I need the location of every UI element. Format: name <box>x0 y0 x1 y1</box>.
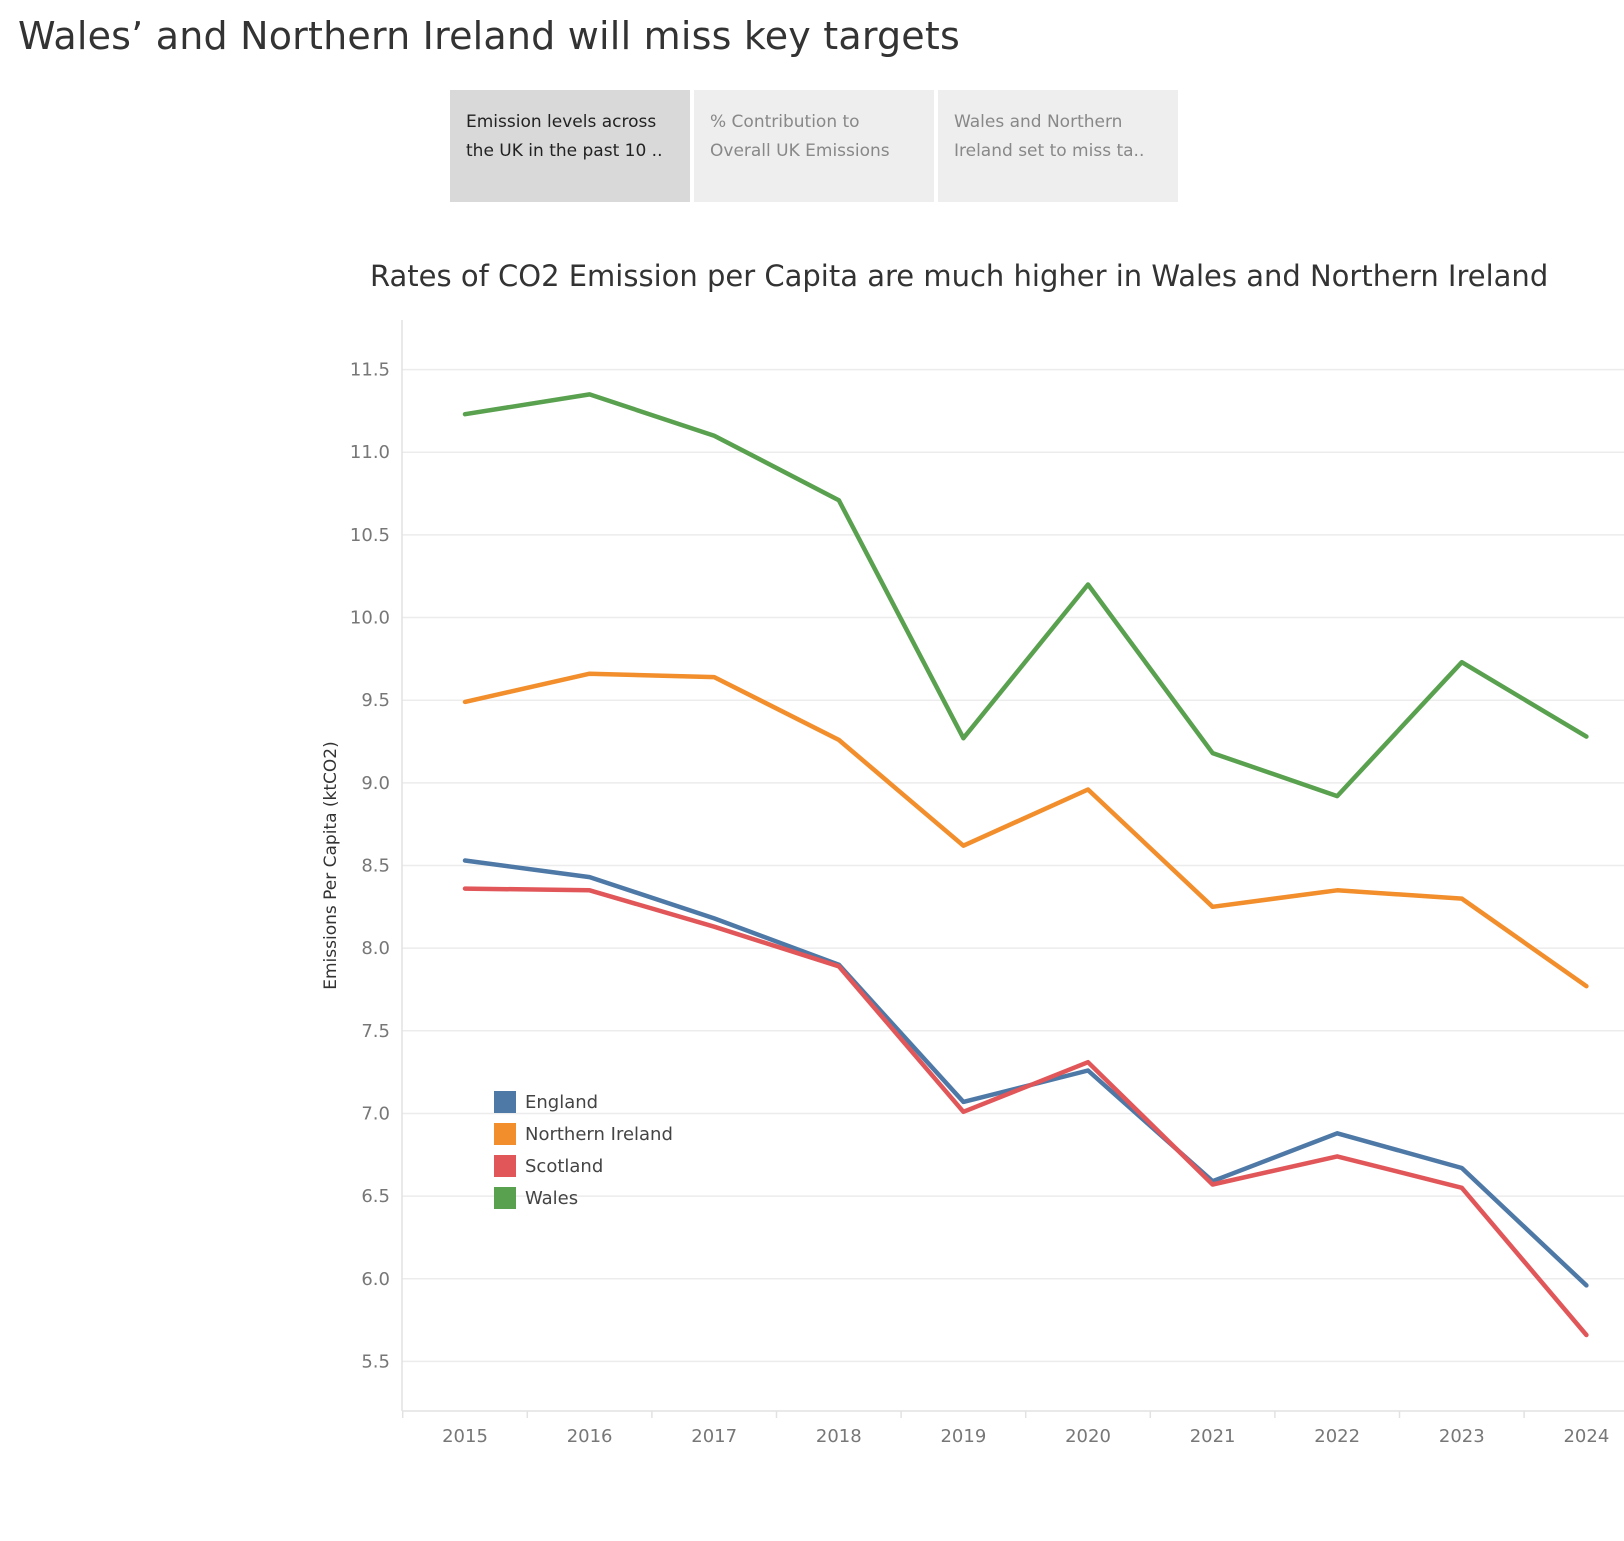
story-tab-emission-levels[interactable]: Emission levels across the UK in the pas… <box>450 90 690 202</box>
series-line-northern-ireland <box>462 671 1589 989</box>
chart-title: Rates of CO2 Emission per Capita are muc… <box>370 259 1549 293</box>
series-lines <box>462 392 1589 1338</box>
legend-swatch <box>494 1155 516 1177</box>
x-tick-label: 2018 <box>816 1426 862 1447</box>
y-tick-label: 11.5 <box>350 360 390 381</box>
tab-label-line-1: Wales and Northern <box>954 112 1123 132</box>
y-tick-label: 5.5 <box>361 1351 390 1372</box>
tab-label-line-2: Ireland set to miss ta.. <box>954 141 1145 161</box>
x-tick-label: 2015 <box>442 1426 488 1447</box>
series-line-scotland <box>462 886 1589 1338</box>
legend-label: Scotland <box>525 1155 604 1177</box>
legend-item-england[interactable]: England <box>494 1086 673 1118</box>
y-tick-label: 6.5 <box>361 1186 390 1207</box>
x-tick-label: 2024 <box>1563 1426 1609 1447</box>
y-tick-label: 10.5 <box>350 525 390 546</box>
tab-label-line-1: % Contribution to <box>710 112 860 132</box>
legend-label: Wales <box>525 1187 579 1209</box>
x-tick-label: 2017 <box>691 1426 737 1447</box>
legend-item-wales[interactable]: Wales <box>494 1182 673 1214</box>
tab-label-line-2: Overall UK Emissions <box>710 141 890 161</box>
story-tab-contribution[interactable]: % Contribution to Overall UK Emissions <box>694 90 934 202</box>
y-tick-label: 9.0 <box>361 773 390 794</box>
y-tick-label: 11.0 <box>350 442 390 463</box>
legend-item-northern-ireland[interactable]: Northern Ireland <box>494 1118 673 1150</box>
y-tick-label: 8.5 <box>361 856 390 877</box>
series-line-england <box>462 858 1589 1288</box>
x-tick-label: 2019 <box>940 1426 986 1447</box>
x-tick-label: 2021 <box>1190 1426 1236 1447</box>
legend-label: Northern Ireland <box>525 1123 673 1145</box>
legend-swatch <box>494 1187 516 1209</box>
series-line-wales <box>462 392 1589 799</box>
y-tick-label: 6.0 <box>361 1269 390 1290</box>
axes: 5.5 6.0 6.5 7.0 7.5 8.0 8.5 9.0 9.5 10.0 10.5 11.0 1… <box>350 320 1624 1447</box>
legend-item-scotland[interactable]: Scotland <box>494 1150 673 1182</box>
legend: England Northern Ireland Scotland Wales <box>494 1086 673 1214</box>
story-title: Wales’ and Northern Ireland will miss ke… <box>18 14 960 58</box>
x-tick-label: 2016 <box>567 1426 613 1447</box>
x-tick-label: 2020 <box>1065 1426 1111 1447</box>
tab-label-line-2: the UK in the past 10 .. <box>466 141 663 161</box>
story-tab-miss-targets[interactable]: Wales and Northern Ireland set to miss t… <box>938 90 1178 202</box>
legend-swatch <box>494 1123 516 1145</box>
y-tick-label: 9.5 <box>361 690 390 711</box>
gridlines <box>402 368 1624 1363</box>
y-tick-label: 7.5 <box>361 1021 390 1042</box>
x-tick-label: 2023 <box>1439 1426 1485 1447</box>
y-tick-label: 7.0 <box>361 1103 390 1124</box>
story-tabs: Emission levels across the UK in the pas… <box>450 90 1178 202</box>
y-tick-label: 10.0 <box>350 608 390 629</box>
x-tick-label: 2022 <box>1314 1426 1360 1447</box>
legend-label: England <box>525 1091 599 1113</box>
tab-label-line-1: Emission levels across <box>466 112 657 132</box>
y-axis-label: Emissions Per Capita (ktCO2) <box>321 741 341 990</box>
legend-swatch <box>494 1091 516 1113</box>
y-tick-label: 8.0 <box>361 938 390 959</box>
